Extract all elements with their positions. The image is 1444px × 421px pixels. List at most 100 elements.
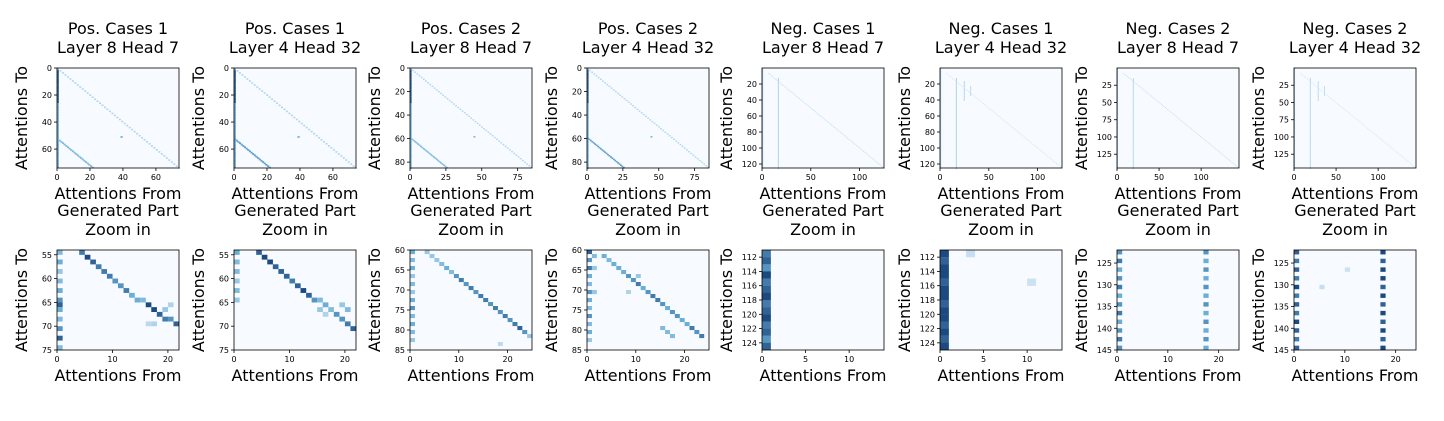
heatmap-cell bbox=[262, 161, 265, 163]
heatmap-cell bbox=[234, 140, 236, 144]
heatmap-cell bbox=[847, 137, 849, 139]
heatmap-cell bbox=[790, 91, 792, 92]
heatmap-cell bbox=[1117, 161, 1119, 164]
heatmap-cell bbox=[599, 78, 602, 80]
heatmap-cell bbox=[1117, 109, 1119, 112]
heatmap-cell bbox=[779, 82, 781, 84]
heatmap-cell bbox=[272, 264, 279, 270]
heatmap-cell bbox=[123, 288, 130, 293]
x-axis-label: Attentions From bbox=[760, 366, 887, 385]
heatmap-cell bbox=[410, 115, 412, 118]
heatmap-cell bbox=[940, 80, 942, 83]
heatmap-cell bbox=[670, 136, 673, 139]
x-tick-label: 50 bbox=[1331, 173, 1341, 182]
heatmap-cell bbox=[1132, 121, 1134, 124]
heatmap-cell bbox=[283, 108, 286, 111]
panel-title: Neg. Cases 2 bbox=[1303, 19, 1408, 38]
heatmap-cell bbox=[1294, 142, 1296, 145]
heatmap-cell bbox=[1014, 129, 1016, 131]
x-tick-label: 10 bbox=[107, 355, 117, 364]
heatmap-cell bbox=[762, 257, 771, 265]
heatmap-cell bbox=[940, 99, 942, 102]
heatmap-cell bbox=[1132, 96, 1134, 99]
heatmap-cell bbox=[587, 103, 589, 106]
y-tick-label: 65 bbox=[572, 266, 582, 275]
y-tick-label: 135 bbox=[1274, 303, 1289, 312]
heatmap-cell bbox=[1380, 267, 1386, 272]
heatmap-cell bbox=[79, 86, 82, 88]
heatmap-cell bbox=[762, 264, 771, 272]
heatmap-cell bbox=[410, 117, 412, 120]
heatmap-cell bbox=[940, 84, 942, 88]
heatmap-cell bbox=[940, 108, 942, 112]
heatmap-cell bbox=[1309, 127, 1311, 130]
heatmap-cell bbox=[1178, 118, 1180, 120]
heatmap-cell bbox=[965, 88, 967, 90]
heatmap-cell bbox=[256, 250, 262, 255]
heatmap-cell bbox=[615, 160, 618, 163]
heatmap-cell bbox=[940, 92, 942, 95]
heatmap-cell bbox=[869, 155, 871, 157]
heatmap-cell bbox=[940, 154, 942, 157]
heatmap-cell bbox=[89, 94, 92, 96]
heatmap-cell bbox=[626, 290, 632, 295]
y-tick-label: 116 bbox=[742, 282, 757, 291]
heatmap-cell bbox=[1192, 129, 1194, 131]
heatmap-cell bbox=[1380, 345, 1386, 351]
heatmap-cell bbox=[158, 151, 161, 153]
heatmap-cell bbox=[237, 140, 240, 143]
heatmap-cell bbox=[1315, 85, 1317, 87]
heatmap-cell bbox=[472, 119, 475, 121]
heatmap-cell bbox=[762, 128, 764, 131]
heatmap-cell bbox=[1132, 104, 1134, 107]
y-tick-label: 60 bbox=[219, 145, 229, 154]
heatmap-cell bbox=[675, 140, 677, 142]
heatmap-cell bbox=[1348, 112, 1349, 114]
heatmap-cell bbox=[1153, 97, 1155, 99]
heatmap-cell bbox=[81, 88, 84, 90]
y-tick-label: 0 bbox=[224, 64, 229, 73]
heatmap-cell bbox=[410, 138, 412, 141]
heatmap-cell bbox=[243, 76, 246, 78]
heatmap-cell bbox=[418, 144, 421, 146]
heatmap-cell bbox=[57, 73, 59, 77]
y-axis-label: Attentions To bbox=[895, 66, 914, 170]
y-tick-label: 70 bbox=[42, 322, 52, 331]
y-tick-label: 120 bbox=[920, 310, 935, 319]
heatmap-cell bbox=[297, 136, 300, 138]
heatmap-cell bbox=[1294, 148, 1296, 151]
plot-frame bbox=[586, 67, 710, 169]
heatmap-cell bbox=[762, 99, 764, 102]
heatmap-cell bbox=[257, 157, 260, 159]
heatmap-cell bbox=[955, 106, 957, 110]
heatmap-cell bbox=[234, 97, 236, 101]
y-tick-label: 118 bbox=[742, 296, 757, 305]
heatmap-cell bbox=[795, 95, 797, 97]
heatmap-cell bbox=[762, 328, 771, 336]
heatmap-cell bbox=[1311, 82, 1313, 84]
heatmap-cell bbox=[833, 127, 836, 128]
heatmap-cell bbox=[609, 156, 612, 158]
heatmap-cell bbox=[432, 156, 435, 158]
heatmap-cell bbox=[880, 165, 882, 167]
y-tick-label: 40 bbox=[572, 111, 582, 120]
heatmap-cell bbox=[1377, 136, 1379, 137]
heatmap-cell bbox=[619, 94, 622, 96]
heatmap-cell bbox=[975, 97, 977, 98]
heatmap-cell bbox=[634, 106, 637, 109]
x-axis-label: Attentions From bbox=[55, 366, 182, 385]
heatmap-cell bbox=[969, 92, 971, 94]
heatmap-cell bbox=[587, 145, 589, 148]
heatmap-cell bbox=[57, 335, 63, 341]
heatmap-cell bbox=[601, 254, 607, 259]
heatmap-cell bbox=[1132, 100, 1134, 103]
heatmap-cell bbox=[777, 104, 779, 107]
heatmap-cell bbox=[1117, 76, 1119, 79]
heatmap-cell bbox=[976, 98, 978, 100]
heatmap-cell bbox=[956, 81, 958, 83]
heatmap-cell bbox=[981, 101, 983, 103]
heatmap-cell bbox=[1365, 126, 1367, 128]
heatmap-cell bbox=[955, 109, 957, 112]
